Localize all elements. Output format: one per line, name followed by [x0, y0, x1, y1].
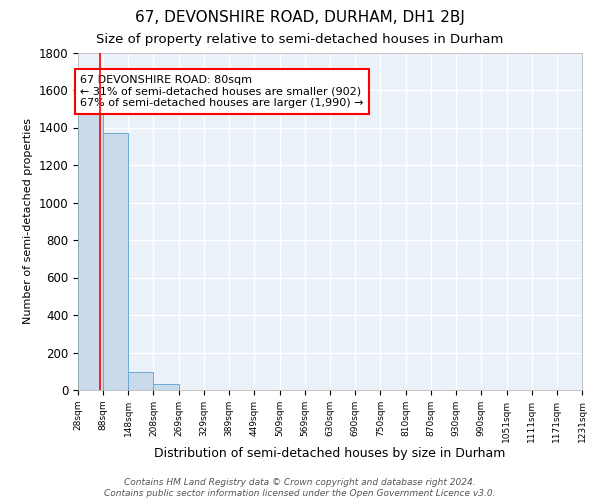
Y-axis label: Number of semi-detached properties: Number of semi-detached properties [23, 118, 33, 324]
Bar [128, 372, 154, 390]
Bar [103, 133, 128, 390]
Text: Size of property relative to semi-detached houses in Durham: Size of property relative to semi-detach… [97, 32, 503, 46]
Bar [154, 384, 179, 390]
Text: Contains HM Land Registry data © Crown copyright and database right 2024.
Contai: Contains HM Land Registry data © Crown c… [104, 478, 496, 498]
X-axis label: Distribution of semi-detached houses by size in Durham: Distribution of semi-detached houses by … [154, 448, 506, 460]
Bar [78, 112, 103, 390]
Text: 67, DEVONSHIRE ROAD, DURHAM, DH1 2BJ: 67, DEVONSHIRE ROAD, DURHAM, DH1 2BJ [135, 10, 465, 25]
Text: 67 DEVONSHIRE ROAD: 80sqm
← 31% of semi-detached houses are smaller (902)
67% of: 67 DEVONSHIRE ROAD: 80sqm ← 31% of semi-… [80, 75, 364, 108]
